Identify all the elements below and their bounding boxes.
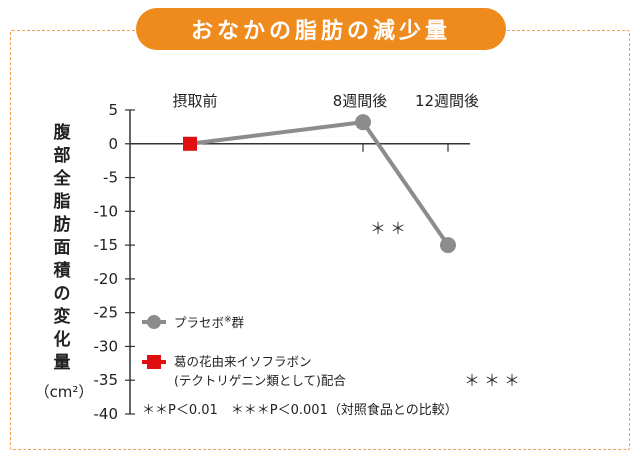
- legend-label-placebo: プラセボ※群: [174, 315, 245, 330]
- y-tick-label: 5: [108, 101, 118, 119]
- y-axis-label-char: の: [54, 284, 71, 304]
- significance-annotation: ＊＊: [370, 219, 410, 238]
- data-point-placebo: [440, 237, 456, 254]
- y-tick-label: -5: [103, 169, 118, 187]
- y-axis-unit-label: （cm²）: [35, 383, 94, 401]
- y-axis-label-char: 脂: [54, 192, 71, 212]
- y-axis-label-char: 全: [53, 168, 72, 189]
- y-axis-label-char: 肪: [54, 214, 71, 235]
- significance-footnote: ＊＊P＜0.01 ＊＊＊P＜0.001（対照食品との比較）: [142, 402, 458, 418]
- y-tick-label: -25: [94, 304, 119, 322]
- legend-label-isoflavone: 葛の花由来イソフラボン: [174, 354, 312, 369]
- y-axis-label-char: 部: [54, 145, 71, 166]
- y-tick-label: 0: [108, 135, 118, 153]
- x-category-label: 12週間後: [415, 92, 479, 110]
- y-tick-label: -15: [94, 236, 119, 254]
- y-axis-label-char: 化: [54, 329, 71, 350]
- y-axis-label-char: 積: [54, 260, 72, 281]
- y-tick-label: -20: [94, 270, 119, 288]
- y-axis-label-char: 変: [54, 306, 71, 327]
- chart-title: おなかの脂肪の減少量: [136, 8, 506, 50]
- y-tick-label: -30: [94, 337, 119, 355]
- y-tick-label: -40: [94, 405, 119, 423]
- x-category-label: 摂取前: [172, 92, 217, 110]
- legend-swatch-marker-isoflavone: [147, 355, 161, 369]
- y-axis-label-char: 腹: [54, 122, 72, 143]
- y-tick-label: -10: [94, 202, 119, 220]
- data-point-placebo: [355, 114, 371, 131]
- legend-label-isoflavone-line2: (テクトリゲニン類として)配合: [174, 373, 346, 388]
- significance-annotation: ＊＊＊: [464, 371, 524, 390]
- data-point-isoflavone: [183, 136, 197, 151]
- x-category-label: 8週間後: [333, 92, 388, 110]
- chart-frame: [10, 30, 630, 450]
- y-tick-label: -35: [94, 371, 119, 389]
- y-axis-label-char: 面: [54, 238, 71, 258]
- y-axis-label-char: 量: [54, 352, 71, 373]
- legend-swatch-marker-placebo: [147, 315, 161, 329]
